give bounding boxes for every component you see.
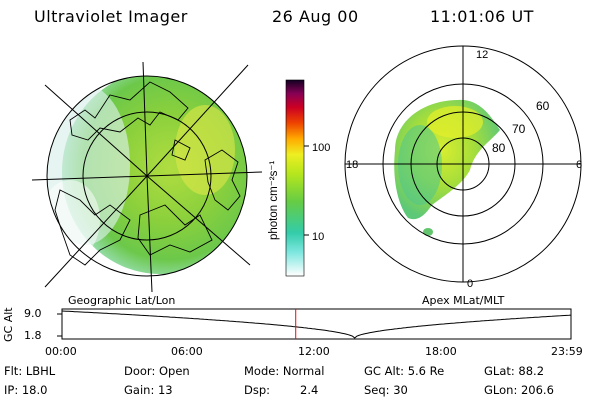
status-gain: Gain: 13 xyxy=(124,383,173,397)
mlat-label-70: 70 xyxy=(512,122,526,136)
altitude-plot xyxy=(57,308,572,340)
mlt-label-6: 6 xyxy=(576,159,582,171)
status-glon: GLon: 206.6 xyxy=(484,383,554,397)
status-glat: GLat: 88.2 xyxy=(484,364,545,378)
instrument-title: Ultraviolet Imager xyxy=(34,7,188,26)
time-tick-2: 12:00 xyxy=(298,345,330,358)
altitude-ylabel: GC Alt xyxy=(2,307,15,342)
colorbar-unit-label: photon cm⁻²s⁻¹ xyxy=(268,161,280,240)
mlt-label-12: 12 xyxy=(476,49,488,61)
status-ip: IP: 18.0 xyxy=(4,383,48,397)
right-panel-caption: Apex MLat/MLT xyxy=(422,294,505,307)
altitude-ytick-bottom: 1.8 xyxy=(24,329,42,342)
status-mode: Mode: Normal xyxy=(244,364,325,378)
status-door: Door: Open xyxy=(124,364,190,378)
time-tick-1: 06:00 xyxy=(171,345,203,358)
time-tick-4: 23:59 xyxy=(551,345,583,358)
status-dsp-label: Dsp: xyxy=(244,383,271,397)
colorbar-tick-10: 10 xyxy=(312,231,324,243)
left-panel-caption: Geographic Lat/Lon xyxy=(68,294,176,307)
date-label: 26 Aug 00 xyxy=(272,7,359,26)
status-dsp-value: 2.4 xyxy=(300,383,319,397)
status-gc-alt: GC Alt: 5.6 Re xyxy=(364,364,445,378)
colorbar-tick-100: 100 xyxy=(312,142,330,154)
geographic-image xyxy=(31,61,263,293)
status-seq: Seq: 30 xyxy=(364,383,408,397)
time-tick-3: 18:00 xyxy=(425,345,457,358)
mlat-label-60: 60 xyxy=(536,99,550,113)
time-label: 11:01:06 UT xyxy=(430,7,534,26)
polar-image: 12 18 6 0 60 70 80 xyxy=(344,45,582,290)
mlat-label-80: 80 xyxy=(492,141,506,155)
time-tick-0: 00:00 xyxy=(45,345,77,358)
altitude-ytick-top: 9.0 xyxy=(24,307,42,320)
status-filter: Flt: LBHL xyxy=(4,364,56,378)
mlt-label-0: 0 xyxy=(467,278,473,290)
mlt-label-18: 18 xyxy=(346,159,358,171)
colorbar: 100 10 photon cm⁻²s⁻¹ xyxy=(268,79,330,277)
